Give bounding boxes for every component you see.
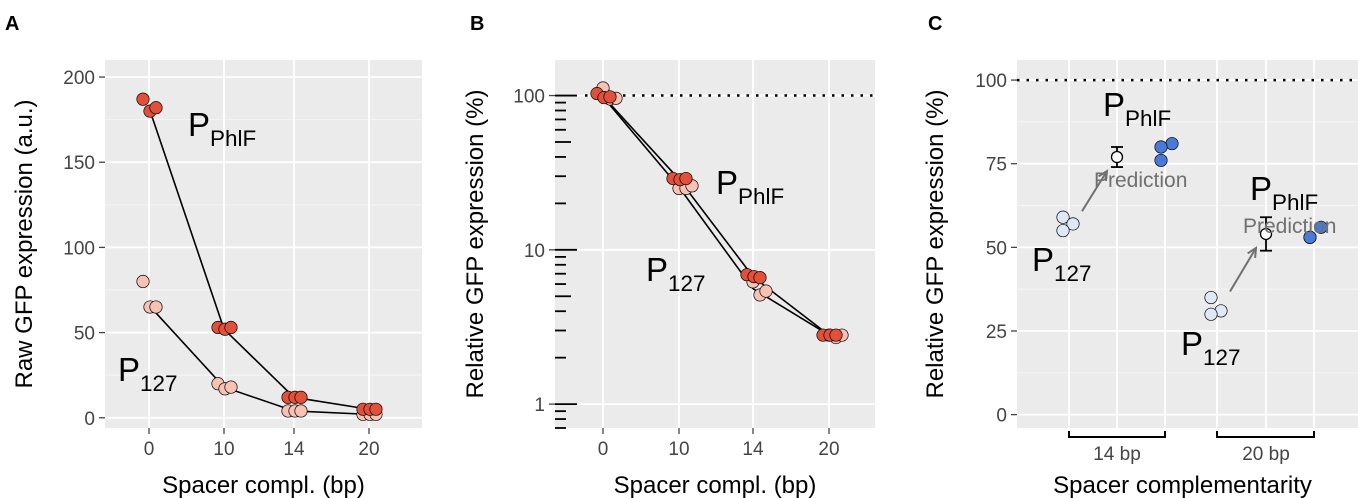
prediction-point — [1259, 227, 1273, 241]
data-point-phlf — [224, 320, 238, 335]
series-label-phlf: PPhlF — [1250, 170, 1318, 215]
data-point-127 — [224, 380, 238, 394]
y-tick-label: 200 — [63, 68, 95, 89]
series-line-phlf — [602, 95, 830, 336]
series-label-127-main: P — [118, 351, 140, 388]
y-tick-label: 10 — [524, 241, 545, 262]
series-label-127-sub: 127 — [140, 371, 177, 396]
y-tick-label: 0 — [996, 406, 1007, 427]
data-point-phlf — [1303, 230, 1317, 244]
data-point-p127 — [1056, 210, 1070, 224]
series-label-phlf: PPhlF — [716, 164, 784, 209]
series-label-phlf-sub: PhlF — [738, 184, 784, 209]
prediction-arrow-head — [1098, 169, 1109, 182]
prediction-label: Prediction — [1243, 215, 1336, 238]
plot-panel-b — [555, 60, 875, 428]
group-bracket — [1216, 431, 1315, 438]
x-tick-label: 10 — [668, 439, 689, 460]
series-label-p127-sub: 127 — [1203, 345, 1240, 370]
series-label-phlf-main: P — [1103, 86, 1125, 123]
y-tick-label: 150 — [63, 153, 95, 174]
prediction-arrow-head — [1247, 245, 1258, 259]
data-point-p127 — [1066, 217, 1080, 231]
data-point-p127 — [1056, 224, 1070, 238]
data-point-phlf — [136, 92, 150, 106]
data-point-phlf — [1154, 140, 1168, 154]
panel-label-a: A — [5, 13, 19, 35]
series-label-p127-sub: 127 — [1054, 261, 1091, 286]
data-point-phlf — [1314, 220, 1328, 234]
data-point-127 — [294, 404, 308, 418]
y-axis-label: Relative GFP expression (%) — [922, 90, 949, 399]
x-tick-label: 20 — [818, 439, 839, 460]
group-label: 14 bp — [1093, 444, 1141, 465]
x-tick-label: 10 — [213, 439, 234, 460]
y-tick-label: 50 — [986, 238, 1007, 259]
plot-panel-c — [1017, 60, 1358, 428]
series-label-phlf-main: P — [1250, 170, 1272, 207]
y-tick-label: 100 — [975, 71, 1007, 92]
series-label-127-main: P — [646, 251, 668, 288]
data-point-phlf — [603, 90, 617, 104]
series-label-p127: P127 — [1181, 325, 1240, 370]
x-tick-label: 14 — [283, 439, 305, 460]
data-point-127 — [149, 300, 163, 314]
series-label-phlf-sub: PhlF — [1125, 106, 1171, 131]
data-point-p127 — [1204, 290, 1218, 305]
panel-label-b: B — [470, 13, 484, 35]
data-point-phlf — [829, 328, 843, 342]
data-point-phlf — [679, 171, 693, 186]
x-axis-label: Spacer compl. (bp) — [614, 472, 817, 498]
y-axis-label: Relative GFP expression (%) — [462, 90, 489, 399]
prediction-arrow — [1081, 170, 1108, 212]
y-tick-label: 25 — [986, 322, 1007, 343]
x-tick-label: 20 — [358, 439, 379, 460]
series-line-127 — [602, 96, 830, 336]
y-tick-label: 100 — [63, 238, 95, 259]
series-label-p127-main: P — [1181, 325, 1203, 362]
prediction-arrow — [1229, 247, 1257, 293]
series-label-phlf-sub: PhlF — [1272, 190, 1318, 215]
series-label-127: P127 — [646, 251, 705, 296]
x-tick-label: 14 — [742, 439, 764, 460]
series-label-phlf-main: P — [716, 164, 738, 201]
data-point-phlf — [753, 271, 767, 285]
panel-label-c: C — [928, 13, 942, 35]
y-tick-label: 100 — [513, 87, 545, 108]
y-tick-label: 50 — [74, 324, 95, 345]
x-axis-label: Spacer complementarity — [1053, 472, 1312, 498]
y-tick-label: 75 — [986, 155, 1007, 176]
data-point-phlf — [1154, 153, 1168, 167]
series-line-127 — [148, 304, 370, 416]
series-label-p127: P127 — [1032, 241, 1091, 286]
series-label-phlf: PPhlF — [188, 106, 256, 151]
series-label-127: P127 — [118, 351, 177, 396]
data-point-phlf — [1165, 137, 1179, 151]
prediction-point — [1110, 150, 1124, 164]
series-line-phlf — [148, 107, 370, 411]
group-bracket — [1068, 431, 1166, 438]
data-point-127 — [136, 274, 150, 289]
y-axis-label: Raw GFP expression (a.u.) — [11, 100, 38, 389]
data-point-p127 — [1204, 307, 1218, 321]
y-tick-label: 0 — [84, 409, 95, 430]
series-label-phlf: PPhlF — [1103, 86, 1171, 131]
series-label-p127-main: P — [1032, 241, 1054, 278]
series-label-127-sub: 127 — [668, 271, 705, 296]
series-label-phlf-main: P — [188, 106, 210, 143]
series-label-phlf-sub: PhlF — [210, 126, 256, 151]
data-point-phlf — [294, 390, 308, 404]
data-point-phlf — [149, 101, 163, 115]
x-tick-label: 0 — [598, 439, 609, 460]
group-label: 20 bp — [1242, 444, 1290, 465]
data-point-phlf — [369, 402, 383, 416]
x-axis-label: Spacer compl. (bp) — [162, 472, 365, 498]
y-tick-label: 1 — [534, 395, 545, 416]
prediction-label: Prediction — [1094, 169, 1187, 192]
x-tick-label: 0 — [144, 439, 155, 460]
data-point-127 — [759, 284, 773, 298]
